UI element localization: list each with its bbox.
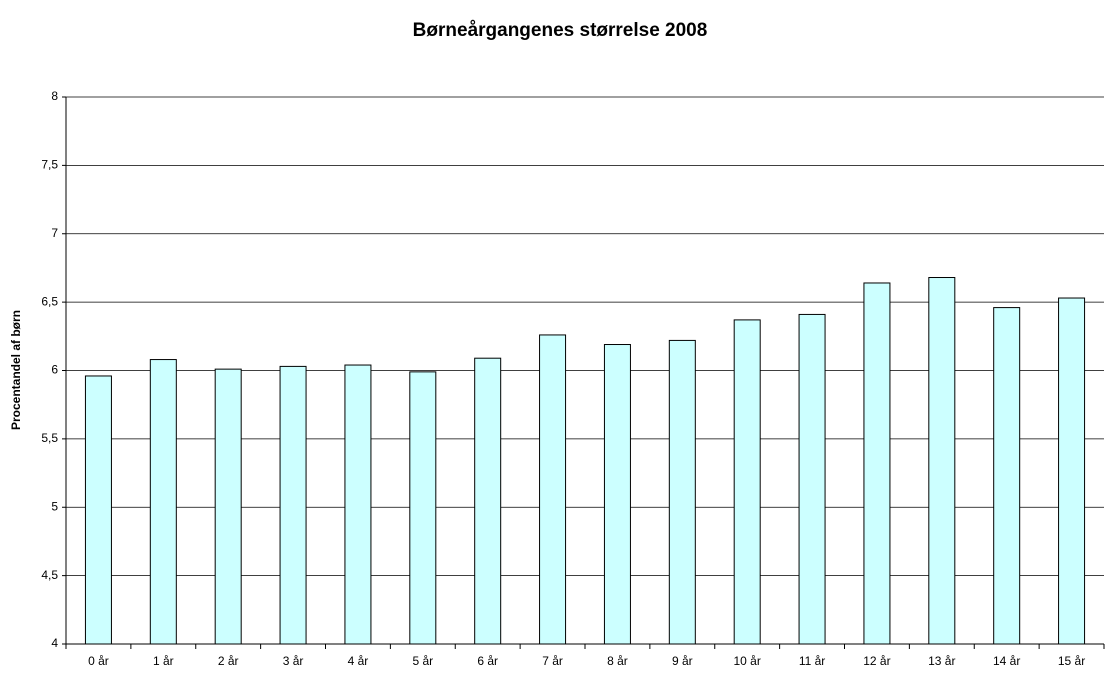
x-tick-label: 4 år	[348, 654, 369, 668]
x-tick-label: 10 år	[734, 654, 761, 668]
bar	[344, 364, 372, 645]
chart-title: Børneårgangenes størrelse 2008	[413, 20, 708, 41]
y-tick-label: 4	[51, 636, 58, 650]
x-tick-label: 1 år	[153, 654, 174, 668]
bar	[474, 357, 502, 645]
y-tick-label: 5,5	[41, 431, 58, 445]
bar	[279, 365, 307, 645]
bar	[733, 319, 761, 645]
bar	[1058, 297, 1086, 645]
bar	[993, 307, 1021, 645]
bar	[668, 339, 696, 645]
y-tick-label: 6	[51, 363, 58, 377]
x-tick-label: 6 år	[477, 654, 498, 668]
bar	[863, 282, 891, 645]
x-tick-label: 2 år	[218, 654, 239, 668]
y-tick-label: 4,5	[41, 568, 58, 582]
x-tick-label: 8 år	[607, 654, 628, 668]
bar	[603, 344, 631, 645]
x-tick-label: 9 år	[672, 654, 693, 668]
bar	[539, 334, 567, 645]
x-tick-label: 3 år	[283, 654, 304, 668]
x-tick-label: 14 år	[993, 654, 1020, 668]
y-tick-label: 7	[51, 226, 58, 240]
bar	[928, 277, 956, 645]
y-tick-label: 5	[51, 499, 58, 513]
x-tick-label: 0 år	[88, 654, 109, 668]
x-tick-label: 11 år	[799, 654, 825, 668]
y-tick-label: 7,5	[41, 158, 58, 172]
y-axis-label: Procentandel af børn	[9, 310, 23, 430]
x-tick-label: 12 år	[863, 654, 890, 668]
y-tick-label: 8	[51, 89, 58, 103]
y-tick-label: 6,5	[41, 294, 58, 308]
bar	[84, 375, 112, 645]
x-tick-label: 13 år	[928, 654, 955, 668]
x-tick-label: 5 år	[412, 654, 433, 668]
bar	[409, 371, 437, 645]
x-tick-label: 7 år	[542, 654, 563, 668]
bar	[214, 368, 242, 645]
bar	[149, 359, 177, 645]
bar	[798, 313, 826, 645]
x-tick-label: 15 år	[1058, 654, 1085, 668]
